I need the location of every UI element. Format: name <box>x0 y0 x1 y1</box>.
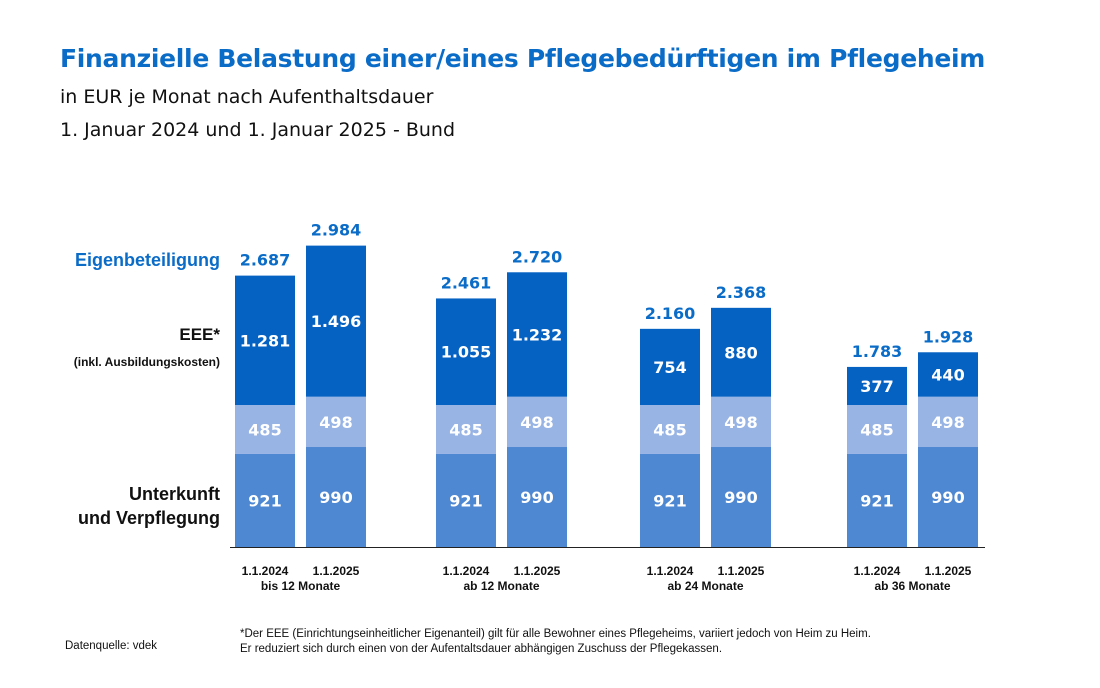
group-label: bis 12 Monate <box>261 579 341 593</box>
bar-segment-eee <box>847 366 907 405</box>
footnote-line-2: Er reduziert sich durch einen von der Au… <box>240 643 723 655</box>
chart-subtitle: in EUR je Monat nach Aufenthaltsdauer <box>60 86 434 108</box>
data-label-eee: 754 <box>653 358 686 377</box>
bar-segment-mid <box>640 404 700 454</box>
x-tick-label: 1.1.2024 <box>647 564 694 578</box>
group-label: ab 24 Monate <box>667 579 743 593</box>
group-label: ab 12 Monate <box>463 579 539 593</box>
x-tick-label: 1.1.2025 <box>718 564 765 578</box>
total-label: 2.720 <box>512 247 563 266</box>
data-label-eee: 377 <box>860 377 893 396</box>
bar-segment-mid <box>306 396 366 448</box>
data-label-eee: 1.496 <box>311 312 362 331</box>
bar-segment-eee <box>640 328 700 405</box>
bar-segment-eee <box>918 352 978 397</box>
data-label-eee: 440 <box>931 365 964 384</box>
data-label-mid: 498 <box>724 413 757 432</box>
bar-segment-uv <box>507 447 567 547</box>
bar-segment-mid <box>436 404 496 454</box>
bar-segment-uv <box>306 447 366 547</box>
data-label-mid: 498 <box>319 413 352 432</box>
data-label-uv: 990 <box>931 488 964 507</box>
bar-segment-uv <box>918 447 978 547</box>
data-label-eee: 1.055 <box>441 343 492 362</box>
x-tick-label: 1.1.2025 <box>925 564 972 578</box>
total-label: 2.368 <box>716 283 767 302</box>
total-label: 2.687 <box>240 251 291 270</box>
label-eee: EEE* <box>179 325 220 344</box>
data-label-eee: 1.232 <box>512 325 563 344</box>
bar-segment-mid <box>507 396 567 448</box>
bar-segment-uv <box>640 453 700 547</box>
data-label-uv: 921 <box>248 491 281 510</box>
chart-title: Finanzielle Belastung einer/eines Pflege… <box>60 44 986 73</box>
data-label-mid: 485 <box>653 420 686 439</box>
data-source: Datenquelle: vdek <box>65 640 158 652</box>
data-label-uv: 990 <box>520 488 553 507</box>
total-label: 2.461 <box>441 273 492 292</box>
data-label-mid: 485 <box>248 420 281 439</box>
label-unterkunft: Unterkunft <box>129 484 220 504</box>
x-tick-label: 1.1.2024 <box>854 564 901 578</box>
data-label-uv: 921 <box>653 491 686 510</box>
total-label: 2.160 <box>645 304 696 323</box>
bar-segment-eee <box>507 272 567 397</box>
bar-segment-uv <box>436 453 496 547</box>
label-eee-note: (inkl. Ausbildungskosten) <box>74 355 220 369</box>
data-label-mid: 485 <box>860 420 893 439</box>
bar-segment-eee <box>436 298 496 405</box>
total-label: 2.984 <box>311 221 362 240</box>
data-label-uv: 921 <box>860 491 893 510</box>
data-label-mid: 498 <box>520 413 553 432</box>
bar-segment-uv <box>847 453 907 547</box>
label-eigenbeteiligung: Eigenbeteiligung <box>75 250 220 270</box>
bar-segment-mid <box>918 396 978 448</box>
bar-segment-mid <box>711 396 771 448</box>
data-label-uv: 990 <box>724 488 757 507</box>
group-label: ab 36 Monate <box>874 579 950 593</box>
data-label-eee: 1.281 <box>240 331 291 350</box>
total-label: 1.783 <box>852 342 903 361</box>
data-label-mid: 485 <box>449 420 482 439</box>
x-tick-label: 1.1.2025 <box>313 564 360 578</box>
data-label-uv: 990 <box>319 488 352 507</box>
bar-segment-mid <box>235 404 295 454</box>
bar-segment-uv <box>711 447 771 547</box>
data-label-mid: 498 <box>931 413 964 432</box>
label-verpflegung: und Verpflegung <box>78 508 220 528</box>
bar-segment-mid <box>847 404 907 454</box>
x-tick-label: 1.1.2025 <box>514 564 561 578</box>
x-tick-label: 1.1.2024 <box>242 564 289 578</box>
x-tick-label: 1.1.2024 <box>443 564 490 578</box>
total-label: 1.928 <box>923 327 974 346</box>
bar-segment-uv <box>235 453 295 547</box>
data-label-eee: 880 <box>724 343 757 362</box>
data-label-uv: 921 <box>449 491 482 510</box>
footnote-line-1: *Der EEE (Einrichtungseinheitlicher Eige… <box>240 628 871 640</box>
bar-segment-eee <box>306 245 366 397</box>
bar-segment-eee <box>711 307 771 397</box>
chart-subtitle-date: 1. Januar 2024 und 1. Januar 2025 - Bund <box>60 119 456 141</box>
bar-segment-eee <box>235 275 295 405</box>
